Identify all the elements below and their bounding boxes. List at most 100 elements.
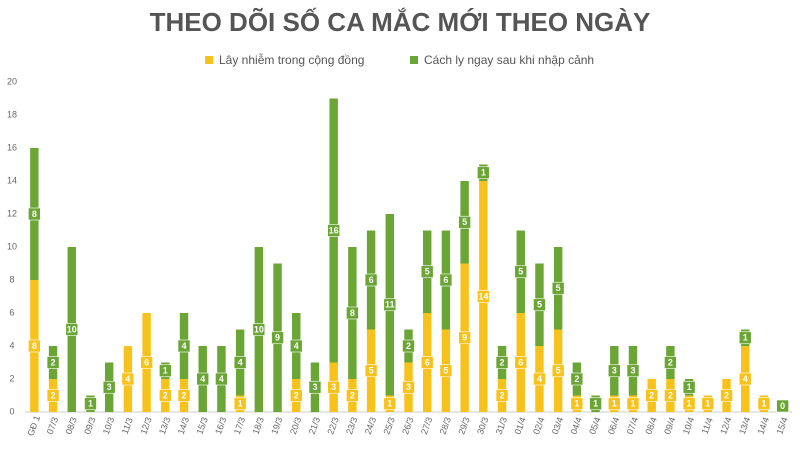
value-label-bg [495,356,509,369]
x-tick-label: 31/3 [494,416,509,436]
value-label-bg [477,290,490,303]
value-label: 4 [200,374,205,384]
value-label: 1 [630,399,635,409]
value-label: 3 [630,366,635,376]
value-label-bg [159,389,172,402]
value-label-bg [308,380,322,394]
legend-label: Lây nhiễm trong cộng đồng [219,52,364,67]
value-label: 4 [182,341,187,351]
value-label: 5 [425,267,430,277]
value-label: 6 [425,357,430,367]
y-tick-label: 8 [9,274,14,284]
value-label: 2 [51,390,56,400]
value-label: 5 [443,366,448,376]
x-tick-label: 06/4 [606,416,621,436]
value-label: 1 [612,399,617,409]
x-tick-label: 09/4 [662,416,677,436]
x-tick-label: 21/3 [307,416,322,436]
value-label-bg [776,399,789,413]
value-label: 4 [238,357,243,367]
value-label-bg [458,331,471,345]
value-label: 10 [67,324,77,334]
value-label-bg [271,331,284,345]
x-tick-label: 19/3 [269,416,284,436]
value-label-bg [664,356,677,369]
value-label: 3 [312,382,317,392]
value-label-bg [140,356,153,369]
value-label: 9 [462,333,467,343]
x-tick-label: 18/3 [251,416,266,436]
x-tick-label: 28/3 [438,416,453,436]
x-tick-label: 11/4 [700,416,715,435]
value-label: 5 [537,300,542,310]
x-tick-label: 02/4 [531,416,546,436]
value-label: 2 [649,390,654,400]
value-label-bg [28,207,41,221]
value-label-bg [364,273,378,287]
value-label: 8 [32,209,37,219]
value-label: 1 [593,399,598,409]
value-label: 2 [500,390,505,400]
value-label-bg [477,166,490,180]
value-label: 1 [163,366,168,376]
value-label-bg [327,224,340,237]
value-label: 11 [385,300,395,310]
value-label: 4 [537,374,542,384]
x-tick-label: 08/4 [643,416,658,436]
value-label-bg [177,339,191,353]
value-label: 2 [182,390,187,400]
value-label-bg [757,397,771,411]
value-label-bg [402,380,415,394]
value-label: 9 [275,333,280,343]
value-label: 5 [518,267,523,277]
x-tick-label: 24/3 [363,416,378,436]
value-label-bg [364,364,378,378]
value-label-bg [383,397,397,411]
value-label: 2 [668,357,673,367]
value-label: 2 [163,390,168,400]
y-tick-label: 4 [9,340,14,350]
x-tick-label: 07/3 [45,416,60,436]
x-tick-label: 23/3 [344,416,359,436]
value-label: 8 [350,308,355,318]
x-tick-label: 11/3 [120,416,135,435]
value-label-bg [420,356,434,369]
value-label: 5 [556,366,561,376]
value-label-bg [607,397,621,411]
value-label: 1 [743,333,748,343]
value-label: 2 [294,390,299,400]
value-label: 1 [238,399,243,409]
value-label-bg [664,389,677,402]
value-label: 1 [387,399,392,409]
x-tick-label: 25/3 [382,416,397,436]
value-label-bg [102,380,116,394]
value-label: 6 [443,275,448,285]
value-label-bg [701,397,715,411]
value-label: 5 [369,366,374,376]
value-label: 1 [687,382,692,392]
value-label-bg [28,339,41,353]
value-label: 4 [125,374,130,384]
value-label-bg [720,389,733,402]
x-tick-label: 01/4 [512,416,527,436]
value-label: 6 [369,275,374,285]
x-tick-label: 03/4 [550,416,565,436]
x-tick-label: 27/3 [419,416,434,436]
x-tick-label: 07/4 [625,416,640,436]
y-tick-label: 0 [9,406,14,416]
value-label: 16 [329,225,339,235]
value-label-bg [738,372,752,386]
value-label-bg [551,364,565,378]
value-label-bg [289,339,303,353]
value-label: 1 [574,399,579,409]
x-tick-label: 15/4 [774,416,789,436]
x-tick-label: GĐ 1 [25,414,42,437]
value-label-bg [514,265,528,279]
value-label-bg [196,372,210,386]
y-tick-label: 18 [7,109,17,119]
value-label-bg [533,372,546,386]
value-label: 2 [350,390,355,400]
value-label-bg [420,265,434,279]
legend-swatch [410,56,418,64]
value-label: 1 [481,168,486,178]
